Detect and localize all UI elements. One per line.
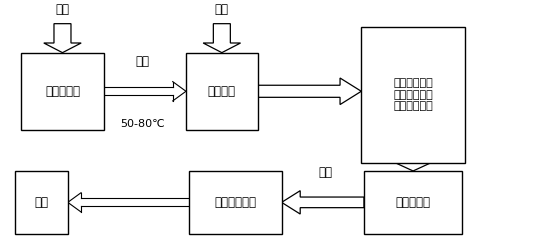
Text: 纸基竹帘复合: 纸基竹帘复合 — [214, 196, 256, 209]
Text: 精制微乳胶: 精制微乳胶 — [396, 196, 430, 209]
Text: 淡黄乳胶: 淡黄乳胶 — [208, 85, 236, 98]
Text: 掺杂: 掺杂 — [56, 3, 69, 16]
Text: 乙醇: 乙醇 — [215, 3, 229, 16]
Text: 喷涂: 喷涂 — [318, 166, 333, 179]
Polygon shape — [281, 191, 364, 214]
Text: 钨酸铵溶液: 钨酸铵溶液 — [45, 85, 80, 98]
Text: 加热: 加热 — [135, 55, 149, 68]
FancyBboxPatch shape — [14, 171, 68, 234]
Polygon shape — [203, 24, 240, 53]
FancyBboxPatch shape — [186, 53, 258, 130]
FancyBboxPatch shape — [362, 27, 465, 163]
Polygon shape — [392, 161, 434, 171]
Polygon shape — [258, 78, 362, 105]
FancyBboxPatch shape — [21, 53, 104, 130]
Text: 成品: 成品 — [34, 196, 48, 209]
FancyBboxPatch shape — [364, 171, 462, 234]
Text: 50-80℃: 50-80℃ — [120, 119, 164, 129]
Text: 阴离子表面活
性剂、保护胶
化、机械混溶: 阴离子表面活 性剂、保护胶 化、机械混溶 — [393, 78, 433, 111]
FancyBboxPatch shape — [189, 171, 281, 234]
Polygon shape — [44, 24, 81, 53]
